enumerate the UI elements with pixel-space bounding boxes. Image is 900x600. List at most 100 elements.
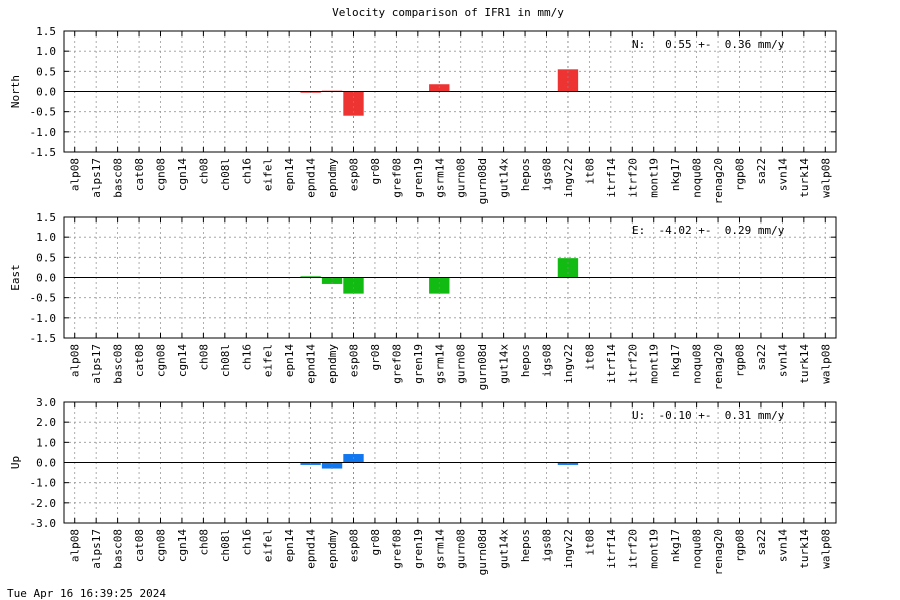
xtick-label: alp08 [69, 158, 82, 191]
xtick-label: ingv22 [562, 158, 575, 198]
xtick-label: walp08 [819, 529, 832, 569]
annotation: E: -4.02 +- 0.29 mm/y [632, 224, 785, 237]
xtick-label: turk14 [798, 158, 811, 198]
xtick-label: esp08 [348, 344, 361, 377]
xtick-label: hepos [519, 158, 532, 191]
ytick-label: 1.5 [36, 25, 56, 38]
xtick-label: nkg17 [669, 158, 682, 191]
xtick-label: gut14x [498, 158, 511, 198]
xtick-label: gut14x [498, 529, 511, 569]
ytick-label: 0.5 [36, 65, 56, 78]
xtick-label: rgp08 [734, 529, 747, 562]
xtick-label: alp08 [69, 529, 82, 562]
xtick-label: ch16 [240, 529, 253, 556]
ytick-label: 1.0 [36, 231, 56, 244]
panel-up: -3.0 -2.0 -1.0 0.0 1.0 2.0 3.0 alp08 alps17 basc0… [9, 396, 837, 575]
ytick-label: 1.0 [36, 436, 56, 449]
ytick-label: -1.5 [30, 332, 57, 345]
ytick-label: 1.5 [36, 211, 56, 224]
xtick-label: alp08 [69, 344, 82, 377]
xtick-label: basc08 [112, 344, 125, 384]
ytick-label: 0.0 [36, 457, 56, 470]
xtick-label: svn14 [776, 344, 789, 377]
xtick-label: itrf14 [605, 344, 618, 384]
xtick-label: gsrm14 [433, 158, 446, 198]
xtick-label: mont19 [648, 158, 661, 198]
xtick-label: esp08 [348, 529, 361, 562]
xtick-label: turk14 [798, 529, 811, 569]
xtick-label: walp08 [819, 344, 832, 384]
panel-north: -1.5 -1.0 -0.5 0.0 0.5 1.0 1.5 alp08 alps17 basc0… [9, 25, 837, 204]
xtick-label: cgn14 [176, 529, 189, 562]
ytick-label: 0.0 [36, 86, 56, 99]
xtick-label: epn14 [283, 344, 296, 377]
xtick-label: it08 [583, 529, 596, 556]
xtick-label: gut14x [498, 344, 511, 384]
xtick-label: eifel [262, 529, 275, 562]
xtick-label: nkg17 [669, 344, 682, 377]
xtick-label: gref08 [390, 158, 403, 198]
xtick-label: cat08 [133, 344, 146, 377]
xtick-label: cgn08 [155, 158, 168, 191]
xtick-label: cat08 [133, 158, 146, 191]
xtick-label: gurn08d [476, 344, 489, 390]
xtick-label: igs08 [541, 158, 554, 191]
panel-east: -1.5 -1.0 -0.5 0.0 0.5 1.0 1.5 alp08 alps17 basc0… [9, 211, 837, 390]
ytick-label: -1.0 [30, 477, 57, 490]
xtick-label: cgn14 [176, 158, 189, 191]
bar-north-esp08 [343, 91, 364, 116]
xtick-label: hepos [519, 529, 532, 562]
xtick-label: ingv22 [562, 529, 575, 569]
ytick-label: -1.0 [30, 126, 57, 139]
xtick-label: turk14 [798, 344, 811, 384]
xtick-label: noqu08 [691, 158, 704, 198]
ytick-label: -0.5 [30, 292, 57, 305]
xtick-label: cat08 [133, 529, 146, 562]
xtick-label: gurn08 [455, 529, 468, 569]
xtick-label: sa22 [755, 158, 768, 185]
xtick-label: gr08 [369, 158, 382, 185]
xtick-label: noqu08 [691, 529, 704, 569]
ytick-label: -3.0 [30, 517, 57, 530]
xtick-label: epndmy [326, 529, 339, 569]
xtick-label: ch16 [240, 344, 253, 371]
ytick-label: 2.0 [36, 416, 56, 429]
ylabel: Up [9, 456, 22, 469]
xtick-label: itrf20 [626, 529, 639, 569]
xtick-label: it08 [583, 344, 596, 371]
xtick-label: alps17 [90, 344, 103, 384]
xtick-label: epnd14 [305, 529, 318, 569]
xtick-label: gref08 [390, 344, 403, 384]
xtick-label: gref08 [390, 529, 403, 569]
xtick-label: eifel [262, 344, 275, 377]
xtick-label: sa22 [755, 344, 768, 371]
xtick-label: ch08l [219, 158, 232, 191]
xtick-label: mont19 [648, 344, 661, 384]
annotation: U: -0.10 +- 0.31 mm/y [632, 409, 785, 422]
chart-panels: -1.5 -1.0 -0.5 0.0 0.5 1.0 1.5 alp08 alps17 basc0… [9, 25, 837, 575]
xtick-label: epn14 [283, 529, 296, 562]
xtick-label: itrf14 [605, 529, 618, 569]
xtick-label: gr08 [369, 344, 382, 371]
xtick-label: walp08 [819, 158, 832, 198]
xtick-label: igs08 [541, 529, 554, 562]
xtick-label: rgp08 [734, 344, 747, 377]
xtick-label: gsrm14 [433, 344, 446, 384]
xtick-label: rgp08 [734, 158, 747, 191]
xtick-label: hepos [519, 344, 532, 377]
xtick-label: ch16 [240, 158, 253, 185]
ytick-label: 0.5 [36, 251, 56, 264]
xtick-label: epnd14 [305, 158, 318, 198]
bar-up-epndmy [321, 462, 343, 469]
bar-east-esp08 [343, 277, 364, 294]
xtick-label: ch08l [219, 529, 232, 562]
xtick-label: renag20 [712, 344, 725, 390]
xtick-label: gsrm14 [433, 529, 446, 569]
xtick-label: igs08 [541, 344, 554, 377]
xtick-label: cgn08 [155, 529, 168, 562]
ylabel: North [9, 75, 22, 108]
xtick-label: gurn08d [476, 158, 489, 204]
xtick-label: epndmy [326, 158, 339, 198]
xtick-label: epndmy [326, 344, 339, 384]
